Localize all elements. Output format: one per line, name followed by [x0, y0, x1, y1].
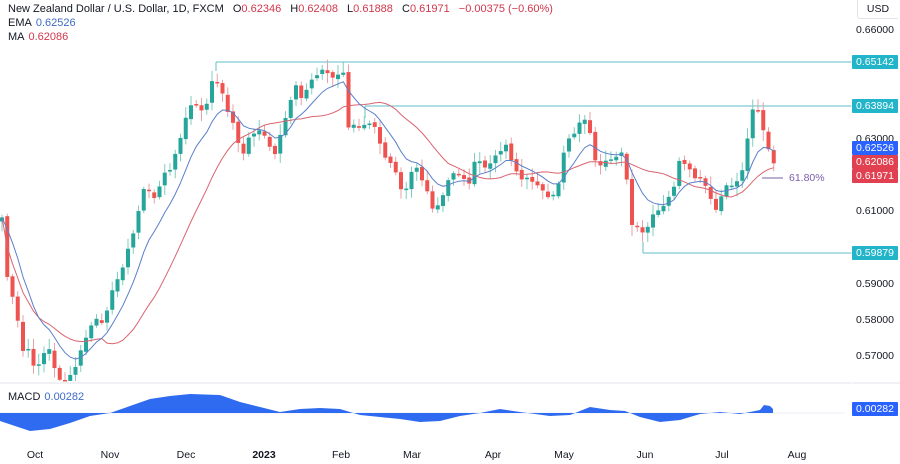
- price-tag: 0.62526: [852, 141, 898, 155]
- ohlc-open: O0.62346: [232, 3, 282, 15]
- ma-label: MA: [8, 31, 25, 43]
- ohlc-high: H0.62408: [290, 3, 338, 15]
- price-tag: 0.65142: [852, 55, 898, 69]
- time-tick: Jul: [715, 449, 729, 461]
- price-tick: 0.58000: [856, 314, 894, 326]
- price-tick: 0.61000: [856, 205, 894, 217]
- time-tick: Nov: [100, 449, 120, 461]
- candlesticks: [0, 59, 776, 382]
- time-tick: Oct: [26, 449, 44, 461]
- price-tick: 0.66000: [856, 24, 894, 36]
- ema-legend[interactable]: EMA 0.62526: [8, 16, 76, 30]
- ma-value: 0.62086: [28, 31, 69, 43]
- price-tag: 0.59879: [852, 246, 898, 260]
- time-tick: Feb: [331, 449, 351, 461]
- time-tick: Apr: [484, 449, 502, 461]
- time-tick: Mar: [402, 449, 422, 461]
- ma-line: [1, 101, 774, 345]
- fib-level-label: 61.80%: [789, 172, 825, 184]
- ma-legend[interactable]: MA 0.62086: [8, 30, 68, 44]
- symbol-title[interactable]: New Zealand Dollar / U.S. Dollar, 1D, FX…: [8, 3, 224, 15]
- symbol-legend: New Zealand Dollar / U.S. Dollar, 1D, FX…: [8, 2, 553, 16]
- macd-label: MACD: [8, 391, 41, 403]
- time-tick: May: [554, 449, 574, 461]
- price-change: −0.00375 (−0.60%): [458, 3, 553, 15]
- ohlc-close: C0.61971: [401, 3, 450, 15]
- price-tag: 0.62086: [852, 155, 898, 169]
- price-tag: 0.61971: [852, 169, 898, 183]
- macd-legend[interactable]: MACD 0.00282: [8, 391, 84, 403]
- price-tick: 0.59000: [856, 278, 894, 290]
- currency-label[interactable]: USD: [857, 0, 898, 19]
- ema-value: 0.62526: [35, 17, 76, 29]
- time-tick: 2023: [252, 449, 276, 461]
- horizontal-levels: [215, 61, 852, 254]
- time-tick: Dec: [176, 449, 196, 461]
- ema-label: EMA: [8, 17, 32, 29]
- macd-histogram: [0, 394, 773, 431]
- price-tag: 0.63894: [852, 99, 898, 113]
- price-tick: 0.57000: [856, 350, 894, 362]
- time-tick: Jun: [636, 449, 654, 461]
- macd-value: 0.00282: [44, 391, 85, 403]
- price-tag: 0.00282: [852, 402, 898, 416]
- ema-line: [1, 81, 775, 360]
- ohlc-low: L0.61888: [347, 3, 393, 15]
- time-tick: Aug: [787, 449, 807, 461]
